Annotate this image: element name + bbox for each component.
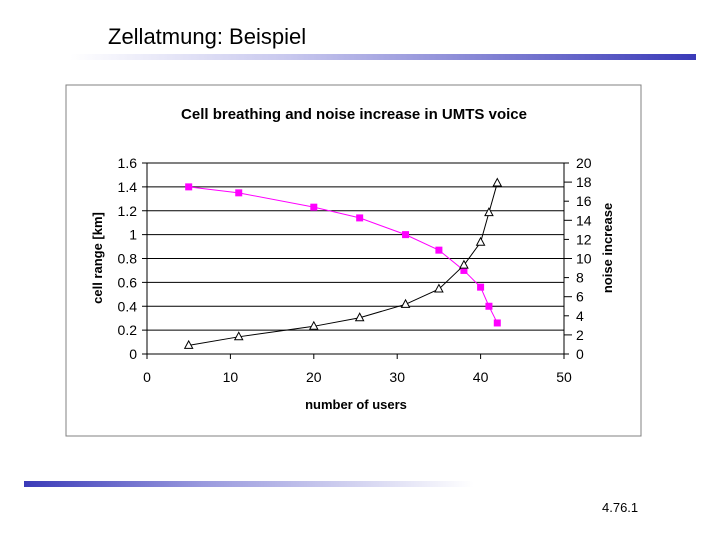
noise-marker [434, 283, 444, 293]
noise-marker [308, 320, 319, 330]
range-marker [460, 266, 468, 274]
range-marker [402, 231, 410, 239]
x-tick-label: 30 [389, 369, 405, 385]
x-tick-label: 0 [143, 369, 151, 385]
y2-tick-label: 16 [576, 193, 592, 209]
title-underline [70, 54, 696, 60]
footer-rule [24, 481, 474, 487]
noise-marker [475, 236, 486, 246]
y-tick-label: 0.4 [118, 298, 138, 314]
y-tick-label: 0.2 [118, 322, 138, 338]
range-marker [310, 203, 318, 211]
y-tick-label: 0.8 [118, 251, 138, 267]
y2-tick-label: 8 [576, 270, 584, 286]
y2-tick-label: 14 [576, 212, 592, 228]
range-marker [185, 183, 193, 191]
axes: 00.20.40.60.811.21.41.60 10 20 30 40 50024681… [118, 155, 592, 385]
slide-number: 4.76.1 [602, 500, 639, 515]
x-tick-label: 20 [306, 369, 322, 385]
range-line [188, 186, 498, 324]
y2-tick-label: 2 [576, 327, 584, 343]
y-tick-label: 0 [129, 346, 137, 362]
noise-marker [233, 331, 244, 341]
y-tick-label: 1.4 [118, 179, 138, 195]
y2-tick-label: 18 [576, 174, 592, 190]
chart-area-frame [65, 84, 642, 437]
noise-marker [484, 207, 494, 217]
y-tick-label: 1 [129, 227, 137, 243]
y-tick-label: 0.6 [118, 274, 138, 290]
noise-marker [459, 259, 469, 269]
y2-tick-label: 10 [576, 251, 592, 267]
range-marker [485, 302, 493, 310]
chart-title: Cell breathing and noise increase in UMT… [181, 106, 527, 123]
y2-tick-label: 4 [576, 308, 584, 324]
y2-tick-label: 6 [576, 289, 584, 305]
series [183, 177, 503, 349]
y2-tick-label: 20 [576, 155, 592, 171]
y2-tick-label: 0 [576, 346, 584, 362]
range-marker [477, 283, 485, 291]
y2-tick-label: 12 [576, 231, 592, 247]
range-marker [435, 246, 443, 254]
y-axis-label: cell range [km] [90, 212, 105, 304]
range-marker [493, 319, 501, 327]
x-tick-label: 50 [556, 369, 572, 385]
slide-title: Zellatmung: Beispiel [108, 24, 307, 49]
y-tick-label: 1.2 [118, 203, 138, 219]
noise-marker [400, 298, 411, 308]
noise-marker [354, 312, 365, 322]
noise-line [188, 182, 498, 346]
noise-marker [492, 177, 503, 187]
x-axis-label: number of users [305, 397, 407, 412]
x-tick-label: 10 [223, 369, 239, 385]
y-tick-label: 1.6 [118, 155, 138, 171]
range-marker [235, 189, 243, 197]
y2-axis-label: noise increase [600, 203, 615, 293]
noise-marker [183, 339, 194, 349]
x-tick-label: 40 [473, 369, 489, 385]
range-marker [356, 214, 364, 222]
